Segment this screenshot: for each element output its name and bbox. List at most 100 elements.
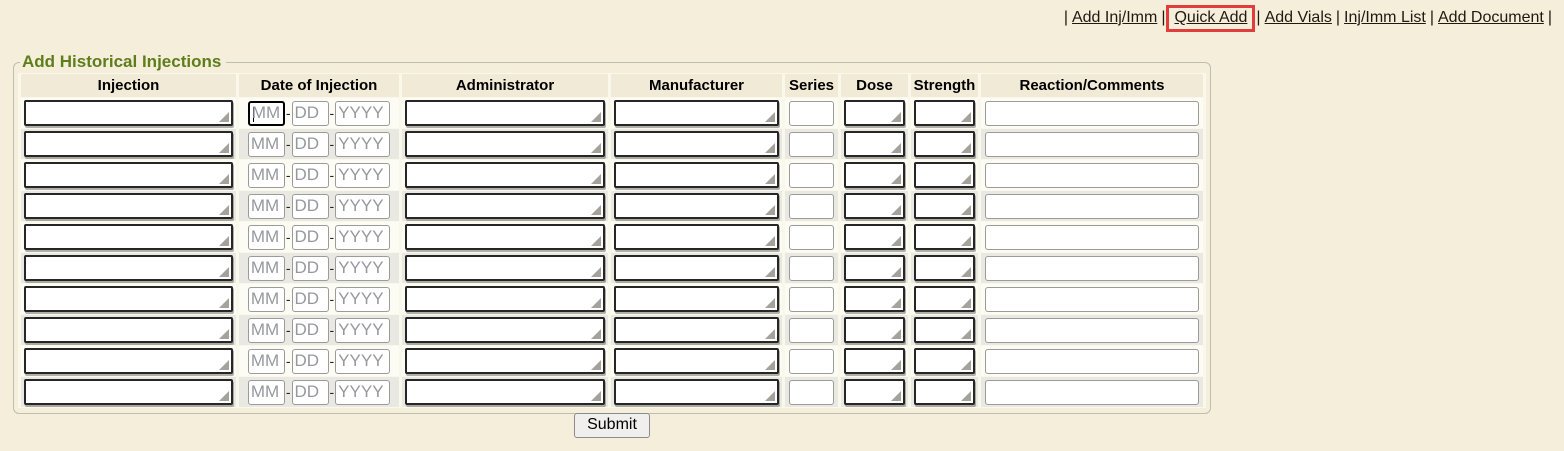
injection-input[interactable] (24, 224, 233, 250)
dose-input[interactable] (844, 162, 905, 188)
strength-input[interactable] (914, 286, 975, 312)
administrator-input[interactable] (405, 224, 605, 250)
date-year-input[interactable] (335, 348, 391, 374)
series-input[interactable] (789, 162, 834, 188)
date-month-input[interactable] (247, 193, 285, 219)
manufacturer-input[interactable] (614, 162, 779, 188)
submit-button[interactable]: Submit (574, 413, 650, 438)
strength-input[interactable] (914, 162, 975, 188)
reaction-comments-input[interactable] (985, 131, 1199, 157)
manufacturer-input[interactable] (614, 131, 779, 157)
date-month-input[interactable] (247, 100, 285, 126)
date-month-input[interactable] (247, 224, 285, 250)
date-month-input[interactable] (247, 348, 285, 374)
administrator-input[interactable] (405, 348, 605, 374)
strength-input[interactable] (914, 317, 975, 343)
date-day-input[interactable] (291, 193, 329, 219)
date-month-input[interactable] (247, 286, 285, 312)
injection-input[interactable] (24, 100, 233, 126)
date-year-input[interactable] (335, 100, 391, 126)
strength-input[interactable] (914, 379, 975, 405)
administrator-input[interactable] (405, 100, 605, 126)
nav-link-add-inj-imm[interactable]: Add Inj/Imm (1071, 9, 1158, 26)
dose-input[interactable] (844, 286, 905, 312)
series-input[interactable] (789, 255, 834, 281)
reaction-comments-input[interactable] (985, 317, 1199, 343)
reaction-comments-input[interactable] (985, 193, 1199, 219)
injection-input[interactable] (24, 131, 233, 157)
nav-link-add-vials[interactable]: Add Vials (1264, 9, 1332, 26)
strength-input[interactable] (914, 255, 975, 281)
manufacturer-input[interactable] (614, 317, 779, 343)
series-input[interactable] (789, 348, 834, 374)
reaction-comments-input[interactable] (985, 100, 1199, 126)
date-year-input[interactable] (335, 224, 391, 250)
date-year-input[interactable] (335, 317, 391, 343)
date-day-input[interactable] (291, 379, 329, 405)
date-day-input[interactable] (291, 131, 329, 157)
dose-input[interactable] (844, 348, 905, 374)
strength-input[interactable] (914, 193, 975, 219)
date-month-input[interactable] (247, 379, 285, 405)
date-day-input[interactable] (291, 162, 329, 188)
dose-input[interactable] (844, 379, 905, 405)
series-input[interactable] (789, 193, 834, 219)
strength-input[interactable] (914, 224, 975, 250)
date-day-input[interactable] (291, 255, 329, 281)
reaction-comments-input[interactable] (985, 379, 1199, 405)
date-month-input[interactable] (247, 131, 285, 157)
dose-input[interactable] (844, 255, 905, 281)
administrator-input[interactable] (405, 317, 605, 343)
reaction-comments-input[interactable] (985, 162, 1199, 188)
reaction-comments-input[interactable] (985, 224, 1199, 250)
date-day-input[interactable] (291, 286, 329, 312)
administrator-input[interactable] (405, 193, 605, 219)
series-input[interactable] (789, 100, 834, 126)
manufacturer-input[interactable] (614, 348, 779, 374)
dose-input[interactable] (844, 224, 905, 250)
series-input[interactable] (789, 131, 834, 157)
dose-input[interactable] (844, 131, 905, 157)
reaction-comments-input[interactable] (985, 255, 1199, 281)
series-input[interactable] (789, 224, 834, 250)
injection-input[interactable] (24, 348, 233, 374)
injection-input[interactable] (24, 286, 233, 312)
date-year-input[interactable] (335, 193, 391, 219)
dose-input[interactable] (844, 100, 905, 126)
date-month-input[interactable] (247, 255, 285, 281)
date-year-input[interactable] (335, 286, 391, 312)
strength-input[interactable] (914, 131, 975, 157)
administrator-input[interactable] (405, 379, 605, 405)
nav-link-add-document[interactable]: Add Document (1438, 9, 1544, 26)
injection-input[interactable] (24, 317, 233, 343)
series-input[interactable] (789, 317, 834, 343)
nav-link-quick-add[interactable]: Quick Add (1174, 9, 1248, 26)
date-year-input[interactable] (335, 379, 391, 405)
date-month-input[interactable] (247, 317, 285, 343)
injection-input[interactable] (24, 379, 233, 405)
injection-input[interactable] (24, 193, 233, 219)
manufacturer-input[interactable] (614, 193, 779, 219)
series-input[interactable] (789, 379, 834, 405)
administrator-input[interactable] (405, 255, 605, 281)
strength-input[interactable] (914, 100, 975, 126)
date-year-input[interactable] (335, 131, 391, 157)
administrator-input[interactable] (405, 286, 605, 312)
manufacturer-input[interactable] (614, 379, 779, 405)
series-input[interactable] (789, 286, 834, 312)
date-day-input[interactable] (291, 224, 329, 250)
administrator-input[interactable] (405, 162, 605, 188)
dose-input[interactable] (844, 193, 905, 219)
date-day-input[interactable] (291, 100, 329, 126)
manufacturer-input[interactable] (614, 100, 779, 126)
manufacturer-input[interactable] (614, 255, 779, 281)
strength-input[interactable] (914, 348, 975, 374)
manufacturer-input[interactable] (614, 224, 779, 250)
reaction-comments-input[interactable] (985, 348, 1199, 374)
date-day-input[interactable] (291, 348, 329, 374)
dose-input[interactable] (844, 317, 905, 343)
nav-link-inj-imm-list[interactable]: Inj/Imm List (1344, 9, 1426, 26)
injection-input[interactable] (24, 255, 233, 281)
reaction-comments-input[interactable] (985, 286, 1199, 312)
injection-input[interactable] (24, 162, 233, 188)
